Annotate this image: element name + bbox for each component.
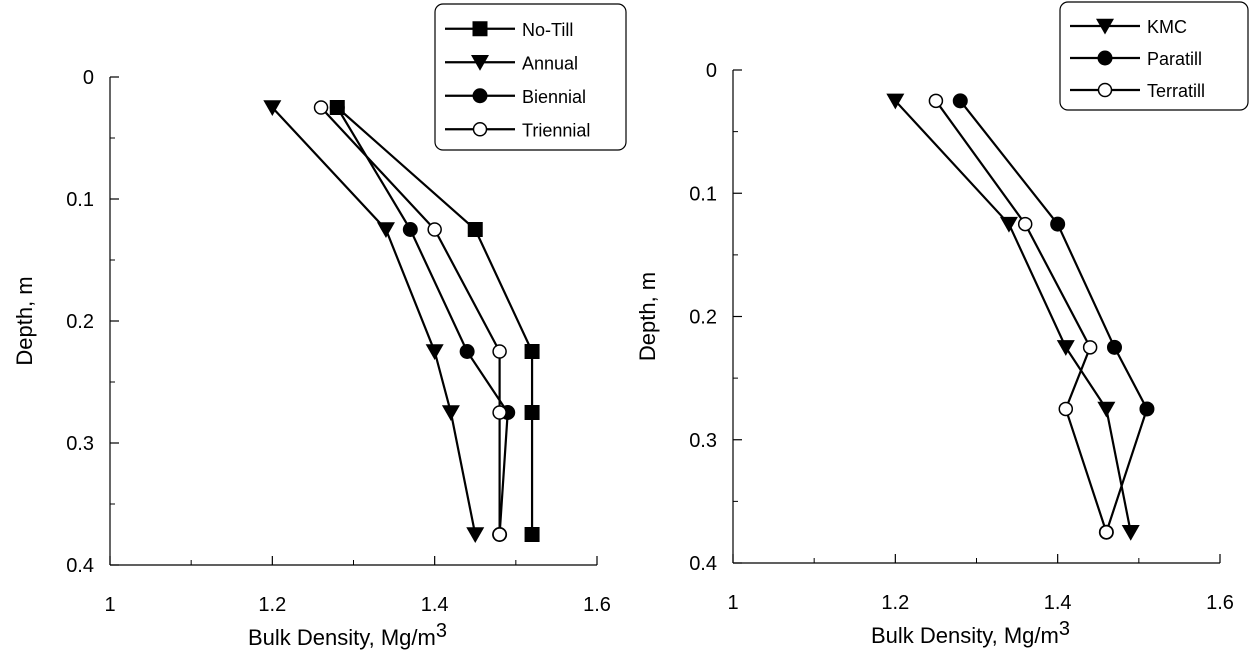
- data-point: [427, 222, 442, 237]
- legend-box: [434, 3, 627, 151]
- y-tick-label: 0: [83, 67, 94, 89]
- y-tick-label: 0.2: [689, 307, 717, 329]
- data-point: [492, 527, 507, 542]
- series-annual: [263, 100, 485, 544]
- series-biennial: [329, 100, 516, 542]
- chart-panel-2: 0 0.1 0.2 0.3 0.4 1 1.2 1.4 1.6 Bulk Density, Mg/…: [635, 1, 1249, 648]
- data-point: [376, 222, 395, 239]
- x-tick-label: 1.4: [1044, 592, 1072, 614]
- y-tick-label: 0.4: [689, 553, 717, 575]
- legend-marker: [472, 122, 488, 137]
- chart-panel-1: 0 0.1 0.2 0.3 0.4 1 1.2 1.4 1.6 Bulk Density, Mg/…: [12, 3, 627, 650]
- data-point: [1097, 401, 1116, 418]
- legend-entry: KMC: [1147, 17, 1187, 37]
- x-tick-label: 1.2: [881, 592, 909, 614]
- data-point: [524, 527, 540, 542]
- y-tick-label: 0: [706, 60, 717, 82]
- y-tick-label: 0.2: [66, 311, 94, 333]
- y-tick-label: 0.3: [66, 433, 94, 455]
- y-axis-label: Depth, m: [635, 272, 660, 361]
- series-no-till: [329, 100, 540, 542]
- series-paratill: [952, 93, 1155, 540]
- data-point: [467, 222, 483, 237]
- x-tick-label: 1.6: [583, 594, 611, 616]
- data-point: [1121, 524, 1140, 541]
- y-tick-label: 0.3: [689, 430, 717, 452]
- x-tick-label: 1: [727, 592, 738, 614]
- data-point: [1082, 340, 1098, 355]
- x-axis-label: Bulk Density, Mg/m3: [871, 618, 1070, 648]
- x-tick-label: 1.2: [258, 594, 286, 616]
- data-point: [999, 216, 1018, 233]
- x-tick-label: 1.4: [421, 594, 449, 616]
- series-kmc: [886, 93, 1140, 541]
- data-point: [459, 344, 475, 359]
- legend: KMC Paratill Terratill: [1059, 1, 1249, 111]
- legend-marker: [1097, 82, 1113, 98]
- data-point: [1050, 216, 1066, 232]
- x-axis-label: Bulk Density, Mg/m3: [248, 620, 447, 650]
- legend-entry: Biennial: [522, 87, 586, 107]
- legend-marker: [472, 21, 488, 37]
- data-point: [1139, 401, 1155, 417]
- legend-marker: [472, 88, 488, 104]
- data-point: [492, 344, 507, 359]
- data-point: [524, 405, 540, 420]
- legend-marker: [1097, 50, 1113, 66]
- x-tick-label: 1.6: [1206, 592, 1234, 614]
- series-line: [271, 106, 477, 535]
- data-point: [1017, 216, 1033, 232]
- data-point: [1058, 401, 1074, 417]
- data-point: [1106, 339, 1122, 355]
- series-line: [935, 100, 1108, 533]
- legend-entry: Terratill: [1147, 81, 1205, 101]
- x-tick-label: 1: [104, 594, 115, 616]
- data-point: [313, 100, 329, 115]
- data-point: [886, 93, 905, 110]
- series-terratill: [928, 93, 1114, 540]
- legend-entry: No-Till: [522, 20, 573, 40]
- data-point: [1056, 340, 1075, 356]
- y-tick-label: 0.1: [689, 183, 717, 205]
- y-tick-label: 0.1: [66, 189, 94, 211]
- data-point: [402, 222, 418, 237]
- data-point: [441, 405, 460, 422]
- data-point: [425, 344, 444, 361]
- legend: No-Till Annual Biennial Triennial: [434, 3, 627, 151]
- legend-marker: [471, 55, 489, 71]
- series-line: [894, 100, 1132, 533]
- y-axis-label: Depth, m: [12, 276, 37, 365]
- series-triennial: [313, 100, 507, 542]
- data-point: [524, 344, 540, 359]
- y-tick-label: 0.4: [66, 555, 94, 577]
- legend-entry: Annual: [522, 53, 578, 73]
- data-point: [1099, 524, 1114, 540]
- data-point: [466, 527, 485, 544]
- legend-marker: [1096, 18, 1114, 35]
- data-point: [263, 100, 282, 117]
- data-point: [928, 93, 944, 109]
- data-point: [329, 100, 345, 115]
- data-point: [952, 93, 968, 109]
- legend-entry: Paratill: [1147, 49, 1202, 69]
- data-point: [492, 405, 507, 420]
- legend-entry: Triennial: [522, 120, 590, 140]
